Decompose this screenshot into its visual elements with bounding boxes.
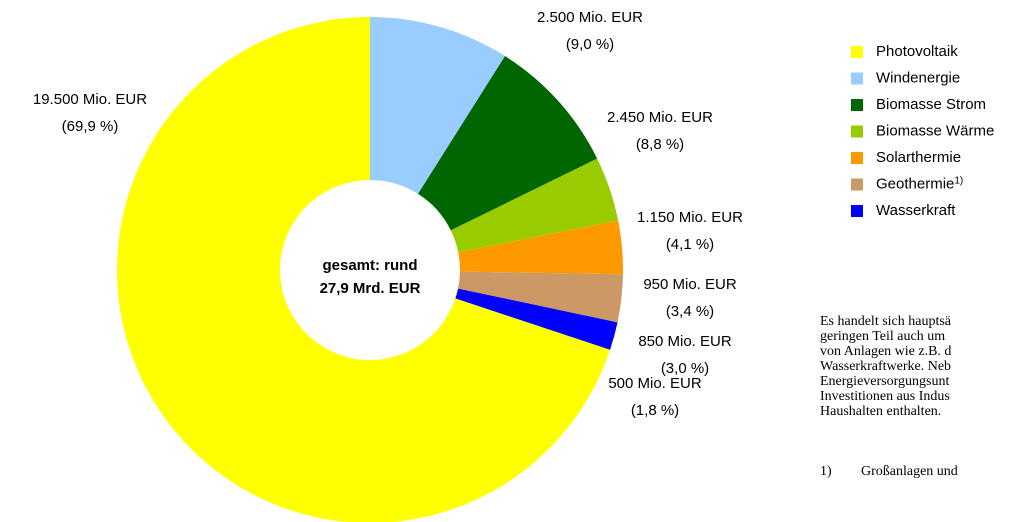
legend-swatch: [851, 72, 863, 85]
legend-swatch: [851, 46, 863, 58]
note-line: Wasserkraftwerke. Neb: [820, 359, 951, 374]
legend-label: Photovoltaik: [876, 43, 958, 60]
legend-text: Biomasse Strom: [876, 96, 986, 113]
legend-text: Windenergie: [876, 69, 960, 86]
wedge: [450, 158, 619, 253]
value-label: 950 Mio. EUR: [643, 276, 737, 293]
wedge: [370, 17, 506, 194]
value-label: 2.500 Mio. EUR: [537, 9, 643, 26]
wedge: [117, 17, 611, 522]
note-line: von Anlagen wie z.B. d: [820, 344, 951, 359]
share-label: (4,1 %): [666, 236, 714, 253]
share-label: (69,9 %): [62, 118, 119, 135]
note-line: Investitionen aus Indus: [820, 389, 950, 404]
legend-swatch: [851, 99, 863, 111]
legend-text: Wasserkraft: [876, 202, 956, 219]
note-line: geringen Teil auch um: [820, 329, 945, 344]
legend-swatch: [851, 152, 863, 164]
value-label: 2.450 Mio. EUR: [607, 109, 713, 126]
value-label: 500 Mio. EUR: [608, 375, 702, 392]
wedge: [418, 56, 598, 231]
note-line: Es handelt sich hauptsä: [820, 314, 952, 329]
footnote-marker: 1): [820, 464, 832, 479]
legend-label: Biomasse Strom: [876, 96, 986, 113]
footnote-text: Großanlagen und: [861, 464, 958, 479]
legend-label: Geothermie1): [876, 175, 963, 192]
center-label: 27,9 Mrd. EUR: [320, 280, 421, 297]
note-line: Haushalten enthalten.: [820, 404, 941, 419]
legend-note: 1): [954, 175, 963, 186]
note-line: Energieversorgungsunt: [820, 374, 949, 389]
donut: [117, 17, 624, 522]
legend-label: Biomasse Wärme: [876, 122, 994, 139]
legend-text: Photovoltaik: [876, 43, 958, 60]
wedge: [458, 271, 623, 323]
center-label: gesamt: rund: [322, 257, 417, 274]
legend-swatch: [851, 205, 863, 217]
wedge: [458, 220, 624, 275]
share-label: (8,8 %): [636, 136, 684, 153]
value-label: 1.150 Mio. EUR: [637, 209, 743, 226]
share-label: (9,0 %): [566, 36, 614, 53]
share-label: (3,0 %): [661, 360, 709, 377]
legend-text: Biomasse Wärme: [876, 122, 994, 139]
legend-text: Solarthermie: [876, 149, 961, 166]
value-label: 850 Mio. EUR: [638, 333, 732, 350]
legend-label: Solarthermie: [876, 149, 961, 166]
legend-label: Windenergie: [876, 69, 960, 86]
legend-text: Geothermie: [876, 175, 954, 192]
share-label: (1,8 %): [631, 402, 679, 419]
value-label: 19.500 Mio. EUR: [33, 91, 147, 108]
legend-swatch: [851, 178, 863, 191]
wedge: [455, 288, 618, 350]
legend-swatch: [851, 125, 863, 138]
legend-label: Wasserkraft: [876, 202, 956, 219]
share-label: (3,4 %): [666, 303, 714, 320]
